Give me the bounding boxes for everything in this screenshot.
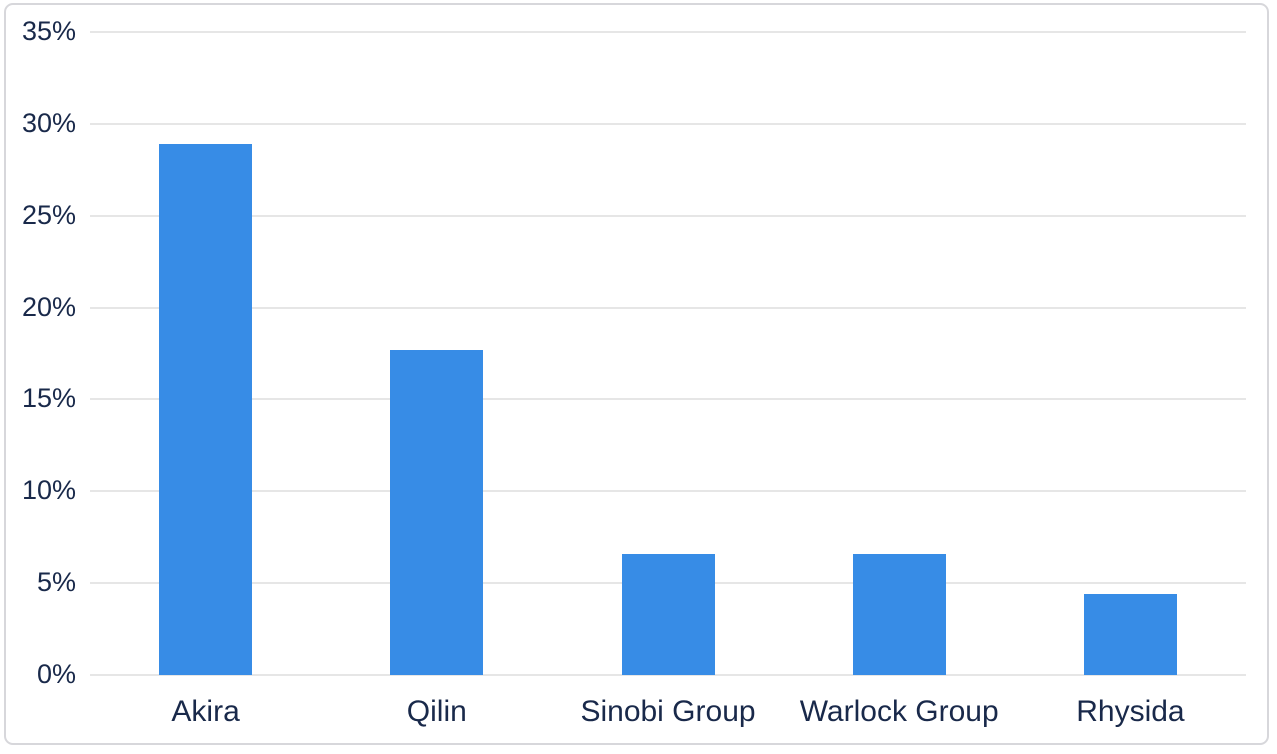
bar-slot bbox=[321, 32, 552, 675]
gridline-10pct bbox=[90, 490, 1246, 493]
bar-slot bbox=[552, 32, 783, 675]
gridline-0pct bbox=[90, 674, 1246, 676]
bar-akira bbox=[159, 144, 253, 675]
bar-sinobi-group bbox=[621, 553, 715, 675]
gridline-15pct bbox=[90, 398, 1246, 401]
x-category-label: Akira bbox=[171, 695, 240, 728]
y-tick-label: 35% bbox=[21, 16, 76, 47]
y-tick-label: 25% bbox=[21, 199, 76, 230]
bar-slot bbox=[1015, 32, 1246, 675]
y-tick-label: 0% bbox=[36, 659, 76, 690]
x-category-label: Sinobi Group bbox=[580, 695, 756, 728]
y-tick-label: 15% bbox=[21, 383, 76, 414]
bar-qilin bbox=[390, 349, 484, 675]
y-tick-label: 30% bbox=[21, 108, 76, 138]
bar-rhysida bbox=[1083, 594, 1177, 675]
x-category-label: Qilin bbox=[406, 695, 467, 728]
gridline-35pct bbox=[90, 31, 1246, 33]
chart-card: 0% 5% 10% 15% 20% 25% 30% 35% Akira Qilin Sinobi … bbox=[4, 3, 1269, 745]
bars-row bbox=[90, 32, 1246, 675]
gridline-25pct bbox=[90, 214, 1246, 217]
x-category-label: Warlock Group bbox=[799, 695, 999, 728]
x-category-label: Rhysida bbox=[1076, 695, 1185, 728]
plot-area bbox=[90, 31, 1246, 676]
y-tick-label: 20% bbox=[21, 291, 76, 322]
bar-slot bbox=[784, 32, 1015, 675]
x-axis-labels: Akira Qilin Sinobi Group Warlock Group Rhysi… bbox=[90, 675, 1246, 730]
bar-slot bbox=[90, 32, 321, 675]
gridline-20pct bbox=[90, 306, 1246, 309]
bar-warlock-group bbox=[852, 553, 946, 675]
y-tick-label: 5% bbox=[36, 567, 76, 598]
gridline-30pct bbox=[90, 122, 1246, 125]
y-tick-label: 10% bbox=[21, 475, 76, 506]
